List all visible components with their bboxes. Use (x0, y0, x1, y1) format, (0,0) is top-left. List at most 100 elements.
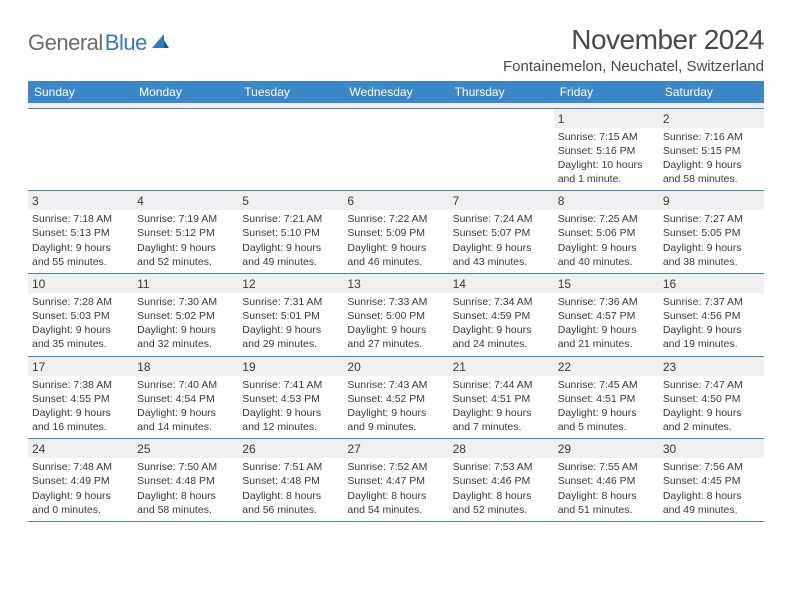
calendar-day-cell (449, 108, 554, 191)
day-number: 29 (554, 439, 659, 458)
calendar-day-cell: 5Sunrise: 7:21 AMSunset: 5:10 PMDaylight… (238, 191, 343, 274)
sunrise-line: Sunrise: 7:56 AM (663, 460, 760, 474)
sunset-line: Sunset: 5:00 PM (347, 309, 444, 323)
sunset-line: Sunset: 4:52 PM (347, 392, 444, 406)
location-subtitle: Fontainemelon, Neuchatel, Switzerland (503, 58, 764, 75)
calendar-day-cell: 2Sunrise: 7:16 AMSunset: 5:15 PMDaylight… (659, 108, 764, 191)
sunrise-line: Sunrise: 7:50 AM (137, 460, 234, 474)
sunset-line: Sunset: 4:51 PM (453, 392, 550, 406)
sunrise-line: Sunrise: 7:25 AM (558, 212, 655, 226)
sunrise-line: Sunrise: 7:47 AM (663, 378, 760, 392)
calendar-day-cell: 24Sunrise: 7:48 AMSunset: 4:49 PMDayligh… (28, 439, 133, 522)
day-number: 18 (133, 357, 238, 376)
daylight-line: Daylight: 9 hours and 0 minutes. (32, 489, 129, 517)
daylight-line: Daylight: 9 hours and 2 minutes. (663, 406, 760, 434)
day-number: 15 (554, 274, 659, 293)
day-number: 10 (28, 274, 133, 293)
sunset-line: Sunset: 5:07 PM (453, 226, 550, 240)
sunset-line: Sunset: 5:02 PM (137, 309, 234, 323)
day-of-week-header: Friday (554, 81, 659, 103)
sunrise-line: Sunrise: 7:31 AM (242, 295, 339, 309)
daylight-line: Daylight: 8 hours and 49 minutes. (663, 489, 760, 517)
calendar-day-cell: 1Sunrise: 7:15 AMSunset: 5:16 PMDaylight… (554, 108, 659, 191)
calendar-day-cell: 9Sunrise: 7:27 AMSunset: 5:05 PMDaylight… (659, 191, 764, 274)
sunrise-line: Sunrise: 7:48 AM (32, 460, 129, 474)
sunset-line: Sunset: 4:53 PM (242, 392, 339, 406)
day-number: 21 (449, 357, 554, 376)
day-number: 25 (133, 439, 238, 458)
daylight-line: Daylight: 9 hours and 52 minutes. (137, 241, 234, 269)
sunrise-line: Sunrise: 7:52 AM (347, 460, 444, 474)
sunrise-line: Sunrise: 7:19 AM (137, 212, 234, 226)
sunset-line: Sunset: 5:10 PM (242, 226, 339, 240)
calendar-page: GeneralBlue November 2024 Fontainemelon,… (0, 0, 792, 522)
title-block: November 2024 Fontainemelon, Neuchatel, … (503, 24, 764, 75)
sunset-line: Sunset: 4:57 PM (558, 309, 655, 323)
calendar-day-cell: 27Sunrise: 7:52 AMSunset: 4:47 PMDayligh… (343, 439, 448, 522)
sunrise-line: Sunrise: 7:30 AM (137, 295, 234, 309)
day-of-week-header: Saturday (659, 81, 764, 103)
day-of-week-header: Monday (133, 81, 238, 103)
daylight-line: Daylight: 9 hours and 12 minutes. (242, 406, 339, 434)
day-number: 27 (343, 439, 448, 458)
day-number: 8 (554, 191, 659, 210)
calendar-day-cell: 28Sunrise: 7:53 AMSunset: 4:46 PMDayligh… (449, 439, 554, 522)
sunset-line: Sunset: 4:46 PM (453, 474, 550, 488)
sunset-line: Sunset: 5:09 PM (347, 226, 444, 240)
day-number: 23 (659, 357, 764, 376)
daylight-line: Daylight: 8 hours and 51 minutes. (558, 489, 655, 517)
sunset-line: Sunset: 4:56 PM (663, 309, 760, 323)
calendar-day-cell (238, 108, 343, 191)
sunset-line: Sunset: 5:03 PM (32, 309, 129, 323)
day-number: 3 (28, 191, 133, 210)
daylight-line: Daylight: 9 hours and 58 minutes. (663, 158, 760, 186)
sunrise-line: Sunrise: 7:28 AM (32, 295, 129, 309)
calendar-day-cell: 21Sunrise: 7:44 AMSunset: 4:51 PMDayligh… (449, 356, 554, 439)
sunset-line: Sunset: 4:55 PM (32, 392, 129, 406)
calendar-day-cell: 6Sunrise: 7:22 AMSunset: 5:09 PMDaylight… (343, 191, 448, 274)
daylight-line: Daylight: 9 hours and 35 minutes. (32, 323, 129, 351)
day-number: 6 (343, 191, 448, 210)
daylight-line: Daylight: 9 hours and 7 minutes. (453, 406, 550, 434)
sunrise-line: Sunrise: 7:27 AM (663, 212, 760, 226)
sunrise-line: Sunrise: 7:53 AM (453, 460, 550, 474)
sunrise-line: Sunrise: 7:21 AM (242, 212, 339, 226)
daylight-line: Daylight: 10 hours and 1 minute. (558, 158, 655, 186)
sunset-line: Sunset: 4:45 PM (663, 474, 760, 488)
daylight-line: Daylight: 9 hours and 9 minutes. (347, 406, 444, 434)
calendar-week-row: 10Sunrise: 7:28 AMSunset: 5:03 PMDayligh… (28, 273, 764, 356)
day-number: 5 (238, 191, 343, 210)
sunset-line: Sunset: 5:06 PM (558, 226, 655, 240)
calendar-day-cell: 18Sunrise: 7:40 AMSunset: 4:54 PMDayligh… (133, 356, 238, 439)
sunset-line: Sunset: 5:16 PM (558, 144, 655, 158)
sunset-line: Sunset: 4:47 PM (347, 474, 444, 488)
daylight-line: Daylight: 8 hours and 58 minutes. (137, 489, 234, 517)
sunrise-line: Sunrise: 7:55 AM (558, 460, 655, 474)
calendar-day-cell: 8Sunrise: 7:25 AMSunset: 5:06 PMDaylight… (554, 191, 659, 274)
day-number: 2 (659, 109, 764, 128)
day-number: 1 (554, 109, 659, 128)
sunset-line: Sunset: 4:48 PM (242, 474, 339, 488)
calendar-day-cell: 12Sunrise: 7:31 AMSunset: 5:01 PMDayligh… (238, 273, 343, 356)
logo-text-blue: Blue (105, 30, 147, 56)
sunset-line: Sunset: 4:50 PM (663, 392, 760, 406)
calendar-day-cell: 15Sunrise: 7:36 AMSunset: 4:57 PMDayligh… (554, 273, 659, 356)
day-number: 30 (659, 439, 764, 458)
day-of-week-header: Wednesday (343, 81, 448, 103)
daylight-line: Daylight: 8 hours and 56 minutes. (242, 489, 339, 517)
logo: GeneralBlue (28, 30, 170, 56)
daylight-line: Daylight: 9 hours and 24 minutes. (453, 323, 550, 351)
daylight-line: Daylight: 9 hours and 55 minutes. (32, 241, 129, 269)
sunrise-line: Sunrise: 7:22 AM (347, 212, 444, 226)
calendar-day-cell: 7Sunrise: 7:24 AMSunset: 5:07 PMDaylight… (449, 191, 554, 274)
daylight-line: Daylight: 9 hours and 29 minutes. (242, 323, 339, 351)
sunrise-line: Sunrise: 7:16 AM (663, 130, 760, 144)
day-number: 14 (449, 274, 554, 293)
sunrise-line: Sunrise: 7:33 AM (347, 295, 444, 309)
calendar-day-cell (343, 108, 448, 191)
sunset-line: Sunset: 4:59 PM (453, 309, 550, 323)
day-number: 9 (659, 191, 764, 210)
calendar-day-cell: 20Sunrise: 7:43 AMSunset: 4:52 PMDayligh… (343, 356, 448, 439)
calendar-day-cell (133, 108, 238, 191)
sunset-line: Sunset: 5:01 PM (242, 309, 339, 323)
